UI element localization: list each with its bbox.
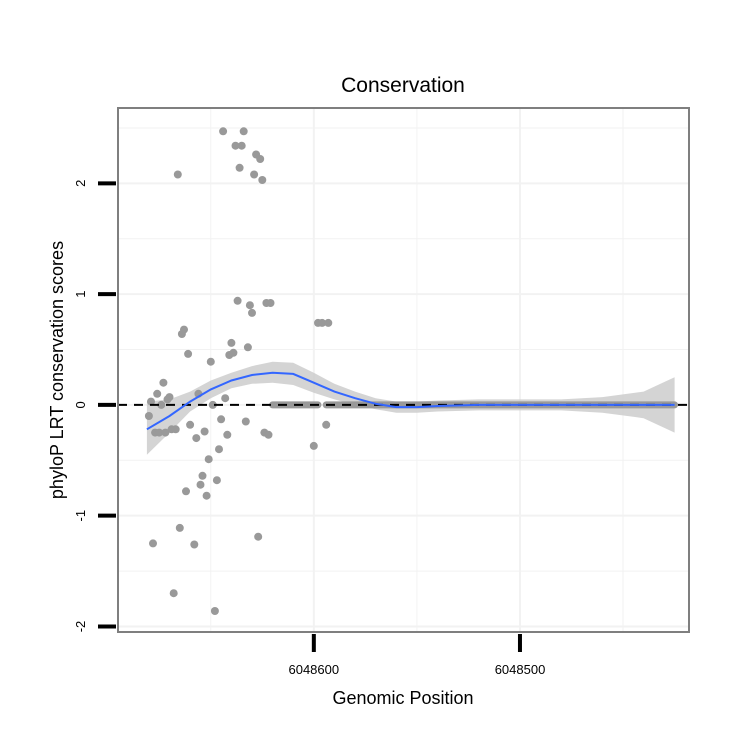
data-point (256, 155, 265, 163)
data-point (157, 400, 166, 409)
data-point (227, 338, 236, 347)
data-point (219, 127, 228, 136)
y-axis: -2 -1 0 1 2 (73, 180, 116, 633)
data-point (254, 532, 263, 541)
data-point (153, 389, 162, 398)
plot-frame (117, 107, 690, 633)
data-point (180, 325, 188, 334)
data-point (309, 441, 318, 450)
data-point (161, 428, 170, 437)
y-tick-label: -2 (73, 621, 88, 633)
data-point (184, 349, 193, 358)
data-point (159, 378, 168, 387)
data-point (204, 455, 213, 464)
data-point (149, 539, 157, 548)
data-point (198, 471, 207, 480)
data-point (241, 417, 250, 426)
data-point (248, 308, 256, 317)
data-point (322, 420, 331, 429)
data-point (192, 434, 201, 443)
data-point (208, 400, 217, 409)
x-axis-label: Genomic Position (332, 688, 473, 708)
data-point (155, 428, 164, 437)
smooth-trend-line (146, 371, 675, 431)
data-points (144, 127, 333, 615)
data-point (324, 318, 333, 327)
data-point (212, 476, 221, 485)
data-point (235, 163, 244, 172)
data-point (245, 301, 254, 310)
y-tick-label: 2 (73, 180, 88, 187)
data-point (258, 176, 267, 184)
data-point (196, 480, 205, 489)
data-point (266, 299, 275, 307)
data-point (264, 430, 273, 439)
data-point (243, 343, 252, 352)
x-axis: 6048600 6048500 (288, 634, 545, 677)
chart-title: Conservation (341, 74, 465, 97)
data-point (165, 393, 174, 402)
y-tick-label: 1 (73, 290, 88, 297)
data-point (171, 425, 180, 434)
data-point (233, 296, 242, 305)
data-point (169, 589, 178, 598)
y-tick-label: 0 (73, 401, 88, 408)
y-axis-label: phyloP LRT conservation scores (47, 241, 67, 499)
y-tick-label: -1 (73, 510, 88, 522)
data-point (229, 348, 238, 357)
data-point (223, 430, 232, 439)
data-point (250, 170, 259, 179)
data-point (221, 394, 230, 403)
data-point (239, 127, 248, 136)
data-point (175, 523, 184, 532)
data-point (182, 487, 190, 496)
data-point (202, 491, 211, 500)
data-point (190, 540, 199, 549)
data-point (186, 420, 195, 429)
data-point (215, 445, 223, 454)
data-point (231, 141, 240, 150)
data-point (173, 170, 182, 179)
data-point (206, 357, 215, 366)
data-point (144, 412, 153, 420)
data-point (318, 318, 327, 327)
data-point (210, 607, 219, 615)
plot-panel (118, 108, 689, 632)
x-tick-label: 6048500 (495, 662, 546, 677)
x-tick-label: 6048600 (288, 662, 339, 677)
data-point (217, 415, 226, 424)
data-point (237, 141, 246, 150)
data-point (200, 427, 209, 436)
data-point (147, 397, 155, 406)
